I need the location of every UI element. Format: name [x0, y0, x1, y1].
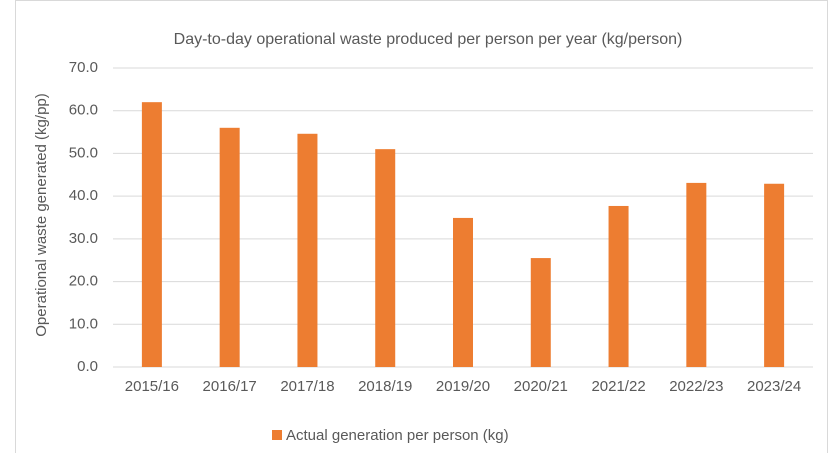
y-tick-label: 60.0: [69, 102, 98, 119]
y-axis-label: Operational waste generated (kg/pp): [33, 93, 50, 336]
y-tick-label: 70.0: [69, 59, 98, 76]
y-tick-label: 10.0: [69, 315, 98, 332]
x-tick-label: 2015/16: [125, 378, 179, 395]
y-tick-label: 30.0: [69, 230, 98, 247]
x-tick-label: 2022/23: [669, 378, 723, 395]
x-tick-label: 2019/20: [436, 378, 490, 395]
x-tick-label: 2017/18: [280, 378, 334, 395]
legend-swatch: [272, 430, 282, 440]
bar: [608, 205, 629, 367]
bar: [141, 102, 162, 368]
bar: [297, 133, 318, 367]
bar: [530, 258, 551, 367]
bar: [219, 127, 240, 367]
x-tick-label: 2016/17: [203, 378, 257, 395]
x-tick-label: 2023/24: [747, 378, 801, 395]
x-tick-label: 2018/19: [358, 378, 412, 395]
bar: [764, 183, 785, 367]
y-tick-label: 0.0: [77, 358, 98, 375]
x-tick-label: 2020/21: [514, 378, 568, 395]
y-tick-label: 40.0: [69, 187, 98, 204]
y-tick-label: 20.0: [69, 273, 98, 290]
bar: [375, 149, 396, 367]
chart-title: Day-to-day operational waste produced pe…: [174, 31, 683, 48]
bar: [453, 217, 473, 367]
legend-label: Actual generation per person (kg): [286, 427, 509, 444]
x-tick-label: 2021/22: [591, 378, 645, 395]
y-tick-label: 50.0: [69, 144, 98, 161]
bar: [686, 182, 707, 367]
chart-border: [15, 0, 828, 453]
